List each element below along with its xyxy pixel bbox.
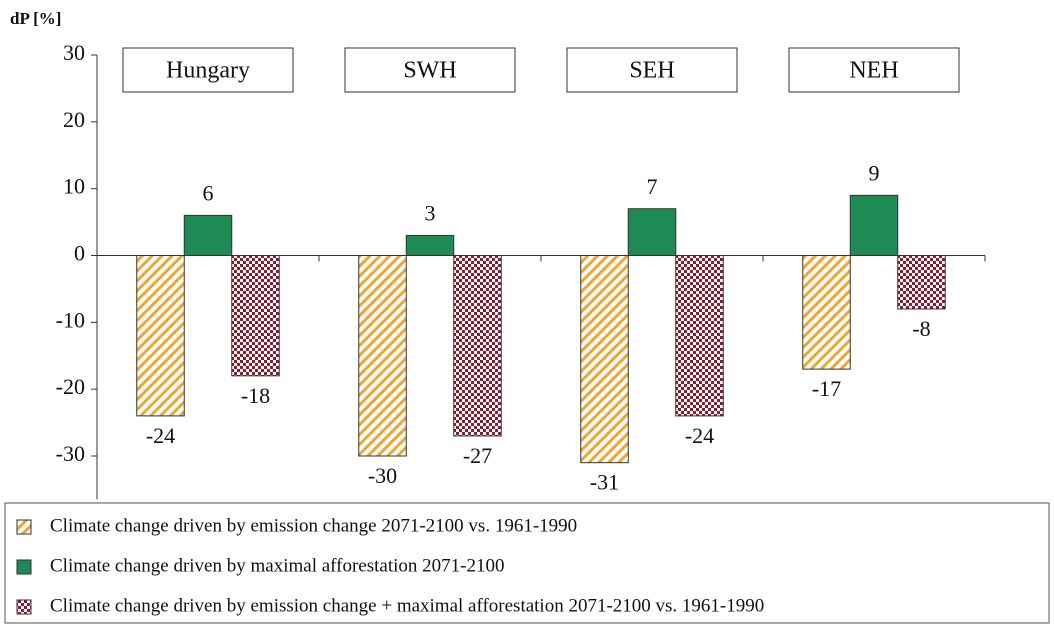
legend-label: Climate change driven by emission change…: [50, 595, 764, 616]
y-tick-label: 0: [74, 241, 85, 266]
value-label: 9: [869, 160, 880, 185]
legend-label: Climate change driven by maximal affores…: [50, 555, 504, 576]
value-label: -27: [463, 443, 492, 468]
bar: [897, 255, 946, 310]
bar: [849, 194, 899, 257]
y-tick-label: 30: [63, 40, 85, 65]
value-label: -18: [241, 383, 270, 408]
y-tick-label: 20: [63, 107, 85, 132]
value-label: 6: [203, 180, 214, 205]
y-tick-label: -30: [56, 441, 85, 466]
value-label: -24: [685, 423, 714, 448]
value-label: -24: [146, 423, 175, 448]
value-label: -30: [368, 463, 397, 488]
category-label: SEH: [629, 58, 674, 84]
bar: [358, 255, 407, 457]
bar: [231, 255, 280, 377]
y-tick-label: 10: [63, 174, 85, 199]
category-label: SWH: [403, 58, 456, 84]
category-box: [566, 47, 738, 93]
legend-label: Climate change driven by emission change…: [50, 515, 577, 536]
legend-swatch: [16, 519, 32, 535]
legend-swatch: [16, 559, 32, 575]
bar: [580, 255, 629, 464]
category-box: [122, 47, 294, 93]
value-label: -17: [812, 376, 841, 401]
value-label: -8: [912, 316, 930, 341]
value-label: -31: [590, 470, 619, 495]
legend-swatch: [16, 599, 32, 615]
category-box: [788, 47, 960, 93]
category-box: [344, 47, 516, 93]
bar: [405, 234, 455, 256]
bar: [136, 255, 185, 417]
value-label: 3: [425, 200, 436, 225]
bar: [675, 255, 724, 417]
y-axis-label: dP [%]: [10, 9, 61, 28]
bar: [183, 214, 233, 256]
category-label: NEH: [849, 58, 898, 84]
y-tick-label: -20: [56, 374, 85, 399]
legend-box: [4, 502, 1050, 624]
bar: [627, 208, 677, 256]
bar: [453, 255, 502, 437]
bar: [802, 255, 851, 370]
category-label: Hungary: [166, 58, 250, 84]
value-label: 7: [647, 174, 658, 199]
y-tick-label: -10: [56, 307, 85, 332]
